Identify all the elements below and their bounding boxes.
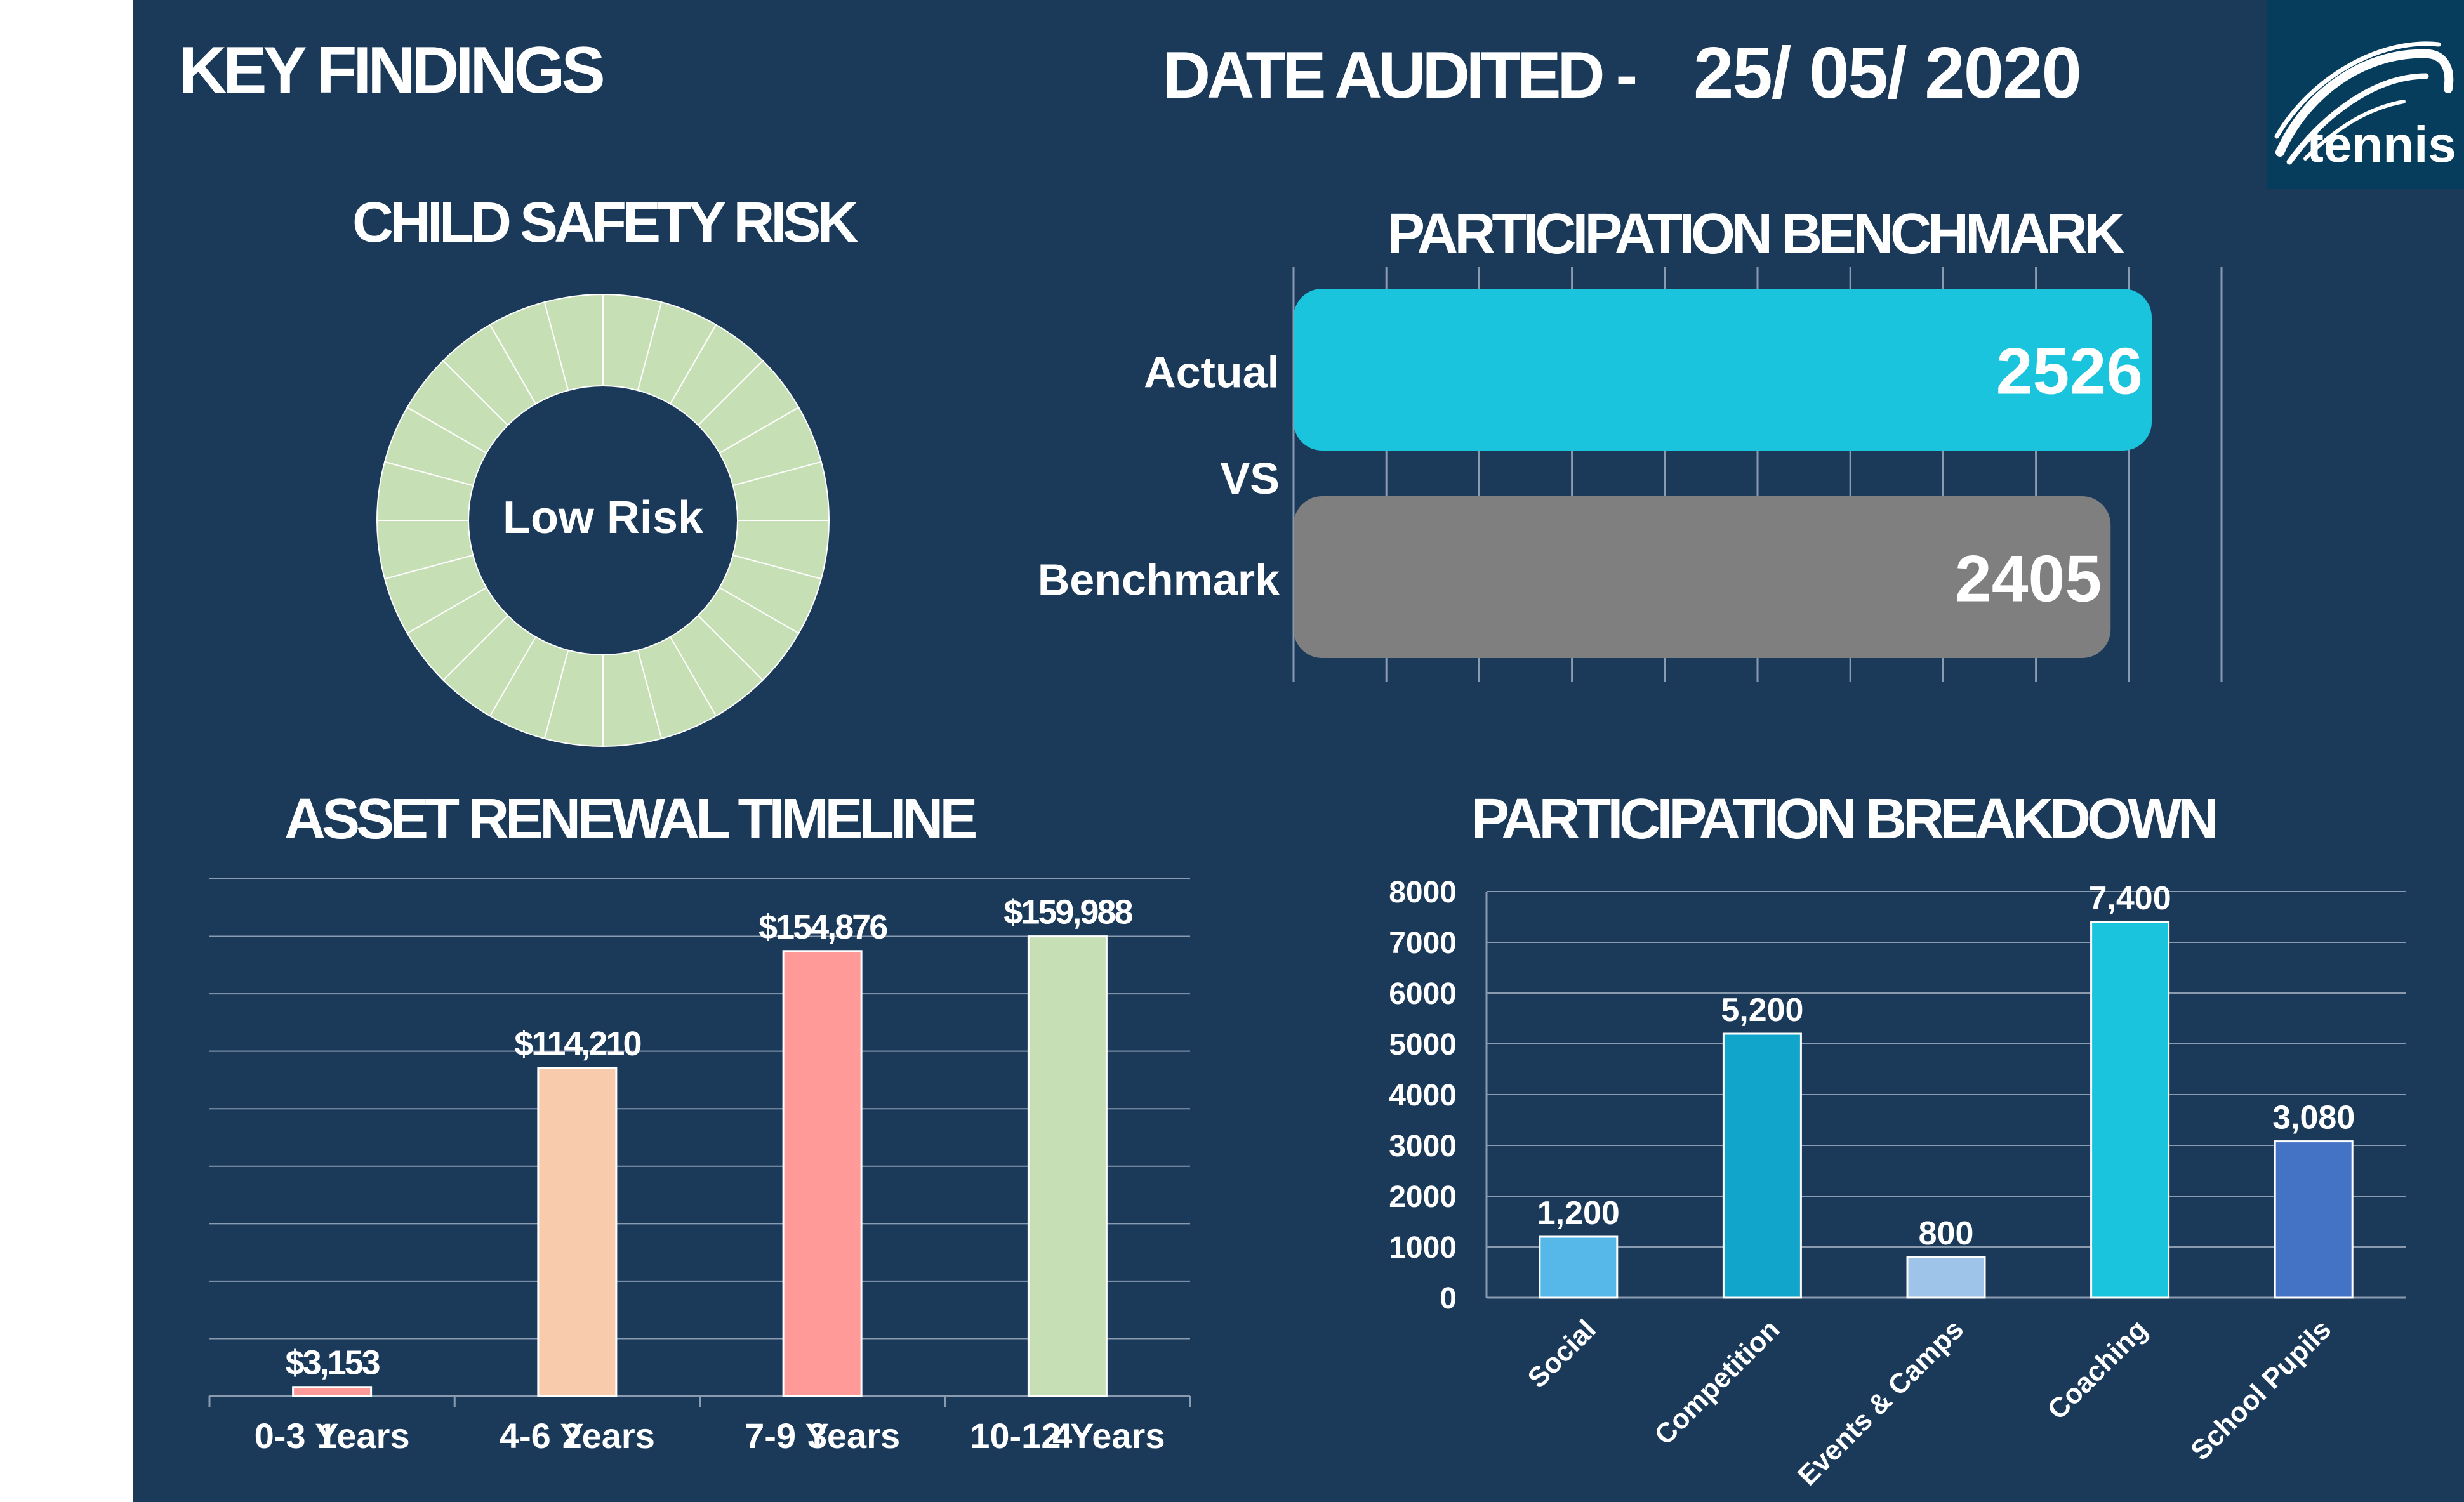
breakdown-bar	[2274, 1140, 2354, 1299]
asset-bar	[537, 1067, 618, 1397]
breakdown-bar	[1906, 1256, 1986, 1299]
participation-breakdown-title: PARTICIPATION BREAKDOWN	[1471, 787, 2219, 851]
asset-category-label: 4-6 Years	[500, 1416, 655, 1456]
breakdown-category-label: Social	[1522, 1314, 1602, 1393]
dashboard-panel: KEY FINDINGS DATE AUDITED - 25/ 05/ 2020…	[133, 0, 2464, 1502]
asset-value-label: $114,210	[514, 1025, 640, 1063]
breakdown-y-tick: 5000	[1389, 1028, 1457, 1062]
breakdown-y-tick: 0	[1440, 1282, 1457, 1315]
asset-overlap-label: 4	[1052, 1416, 1072, 1456]
breakdown-category-label: Events & Camps	[1792, 1314, 1970, 1491]
asset-value-label: $154,876	[758, 908, 887, 946]
participation-benchmark-chart: 2526 Actual 2405 Benchmark VS	[1038, 267, 2223, 682]
breakdown-y-tick: 1000	[1389, 1231, 1457, 1265]
asset-renewal-timeline-title: ASSET RENEWAL TIMELINE	[284, 787, 977, 851]
asset-category-label: 7-9 Years	[745, 1416, 900, 1456]
benchmark-value-label: 2526	[1996, 335, 2143, 409]
asset-overlap-label: 2	[562, 1416, 582, 1456]
breakdown-value-label: 7,400	[2089, 880, 2171, 917]
asset-bar	[1027, 935, 1108, 1397]
breakdown-y-tick: 3000	[1389, 1130, 1457, 1163]
date-audited-label: DATE AUDITED -	[1163, 39, 1638, 112]
benchmark-category-label: Actual	[1144, 348, 1280, 397]
breakdown-bar	[1539, 1235, 1619, 1299]
benchmark-bar	[1294, 289, 2152, 451]
tennis-logo-text: tennis	[2307, 116, 2456, 173]
breakdown-value-label: 5,200	[1721, 992, 1803, 1029]
asset-bar	[292, 1386, 373, 1397]
donut-center-label: Low Risk	[503, 492, 704, 543]
asset-category-label: 0-3 Years	[255, 1416, 410, 1456]
asset-category-label: 10-12 Years	[970, 1416, 1165, 1456]
breakdown-value-label: 3,080	[2272, 1100, 2355, 1136]
asset-bar	[782, 950, 863, 1397]
asset-overlap-label: 3	[807, 1416, 827, 1456]
child-safety-risk-donut: Low Risk	[376, 293, 830, 748]
breakdown-category-label: Coaching	[2041, 1314, 2153, 1425]
date-audited-value: 25/ 05/ 2020	[1693, 33, 2082, 114]
asset-value-label: $159,988	[1003, 893, 1132, 932]
breakdown-value-label: 1,200	[1537, 1195, 1620, 1232]
breakdown-y-tick: 2000	[1389, 1180, 1457, 1214]
tennis-logo: tennis	[2267, 0, 2464, 189]
benchmark-value-label: 2405	[1955, 543, 2102, 616]
benchmark-vs-label: VS	[1221, 454, 1280, 503]
asset-overlap-label: 1	[317, 1416, 337, 1456]
child-safety-risk-title: CHILD SAFETY RISK	[352, 191, 858, 254]
breakdown-bar	[2090, 921, 2170, 1299]
participation-breakdown-chart: 0 1000 2000 3000 4000 5000 6000 7000 8000 1,200 So…	[1389, 876, 2406, 1492]
breakdown-y-tick: 8000	[1389, 876, 1457, 909]
breakdown-category-label: Competition	[1648, 1314, 1785, 1451]
benchmark-bar	[1294, 496, 2111, 658]
breakdown-y-tick: 6000	[1389, 977, 1457, 1011]
breakdown-y-tick: 4000	[1389, 1079, 1457, 1112]
breakdown-category-label: School Pupils	[2185, 1314, 2337, 1466]
breakdown-value-label: 800	[1919, 1215, 1974, 1252]
tennis-logo-swoosh: tennis	[2274, 41, 2456, 173]
donut-segment	[543, 293, 604, 392]
breakdown-bar	[1722, 1032, 1802, 1299]
benchmark-category-label: Benchmark	[1038, 555, 1280, 605]
participation-benchmark-title: PARTICIPATION BENCHMARK	[1387, 202, 2125, 266]
asset-value-label: $3,153	[286, 1344, 380, 1382]
page-title: KEY FINDINGS	[179, 34, 606, 107]
breakdown-y-tick: 7000	[1389, 926, 1457, 960]
